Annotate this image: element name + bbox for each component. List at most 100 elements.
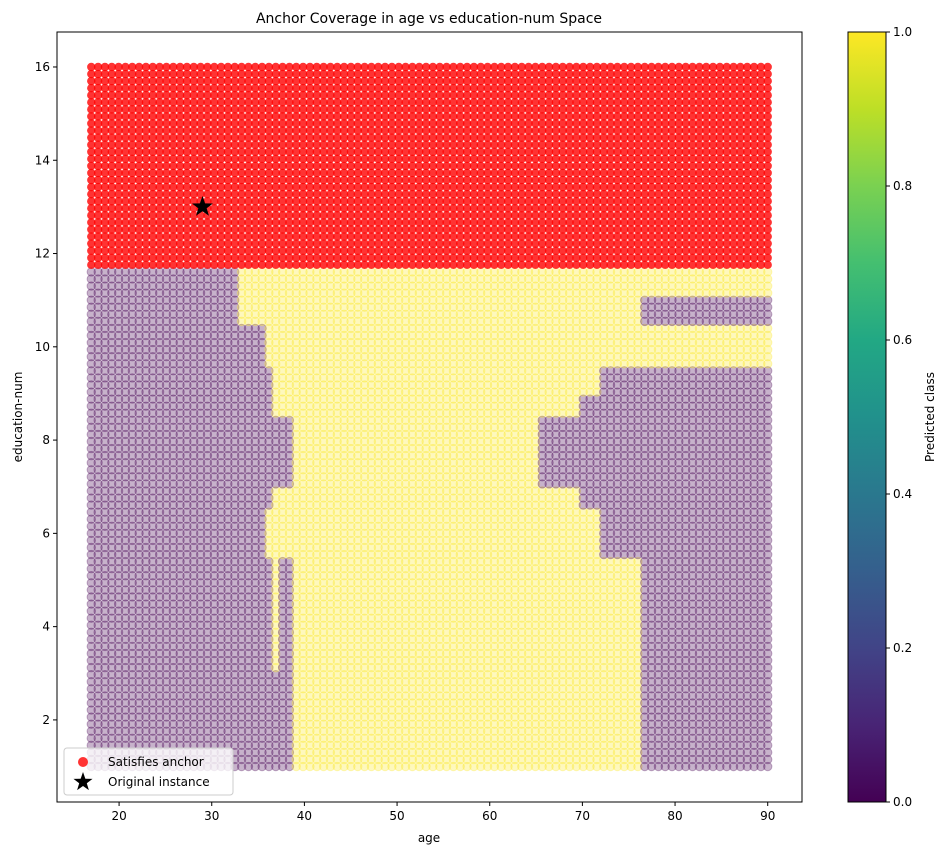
point-class-0	[86, 684, 96, 694]
point-class-0	[86, 295, 96, 305]
point-class-0	[93, 387, 103, 397]
point-class-0	[107, 387, 117, 397]
point-class-0	[93, 648, 103, 659]
point-class-0	[107, 359, 117, 369]
point-class-0	[86, 571, 96, 581]
point-class-0	[100, 641, 110, 652]
point-class-0	[100, 578, 110, 588]
point-class-0	[113, 662, 124, 673]
point-class-0	[93, 415, 103, 426]
point-class-0	[100, 634, 110, 645]
point-class-0	[93, 514, 103, 524]
point-class-0	[93, 394, 103, 404]
point-class-0	[93, 592, 103, 602]
point-class-0	[86, 648, 96, 659]
point-class-0	[107, 669, 117, 680]
point-class-0	[86, 359, 96, 369]
point-class-0	[86, 535, 96, 546]
point-class-0	[86, 627, 96, 637]
point-class-0	[86, 450, 96, 461]
point-class-0	[100, 719, 110, 729]
point-class-0	[100, 705, 110, 715]
point-class-0	[100, 677, 110, 687]
point-class-0	[86, 429, 96, 440]
point-class-0	[93, 549, 103, 560]
point-class-0	[107, 733, 117, 743]
point-class-0	[93, 563, 103, 574]
point-class-0	[113, 648, 124, 659]
point-class-0	[107, 592, 117, 602]
point-class-0	[86, 712, 96, 722]
point-class-0	[107, 295, 117, 305]
point-class-0	[100, 712, 110, 722]
point-class-0	[93, 401, 103, 411]
point-class-0	[107, 302, 117, 312]
point-class-0	[86, 408, 96, 418]
point-class-0	[86, 415, 96, 426]
point-class-0	[113, 691, 124, 701]
point-class-0	[113, 677, 124, 687]
point-class-0	[107, 698, 117, 708]
point-class-0	[107, 309, 117, 320]
point-class-0	[107, 330, 117, 341]
point-class-0	[93, 627, 103, 637]
point-class-0	[93, 309, 103, 320]
point-class-0	[86, 691, 96, 701]
point-class-0	[107, 641, 117, 652]
point-class-0	[93, 691, 103, 701]
point-class-0	[107, 316, 117, 327]
point-class-0	[107, 443, 117, 454]
point-class-0	[113, 698, 124, 708]
point-class-0	[100, 309, 110, 320]
point-class-0	[100, 302, 110, 312]
point-class-0	[93, 274, 103, 284]
point-class-0	[113, 613, 124, 623]
point-class-0	[107, 691, 117, 701]
point-class-0	[93, 457, 103, 468]
point-class-0	[86, 507, 96, 517]
point-class-0	[93, 465, 103, 475]
point-class-0	[107, 726, 117, 736]
point-class-0	[86, 323, 96, 334]
point-class-0	[100, 521, 110, 531]
point-class-0	[93, 599, 103, 609]
point-class-0	[100, 571, 110, 581]
point-class-0	[86, 486, 96, 496]
point-class-0	[93, 606, 103, 616]
point-class-0	[107, 429, 117, 440]
point-class-0	[93, 698, 103, 708]
point-class-0	[113, 620, 124, 630]
point-class-0	[93, 613, 103, 623]
point-class-0	[93, 316, 103, 327]
point-class-0	[93, 634, 103, 645]
point-class-0	[107, 648, 117, 659]
point-class-0	[100, 620, 110, 630]
point-class-0	[100, 401, 110, 411]
point-class-0	[100, 479, 110, 489]
point-class-0	[107, 500, 117, 510]
point-class-0	[100, 352, 110, 362]
point-class-0	[86, 514, 96, 524]
point-class-0	[113, 684, 124, 694]
point-class-0	[93, 705, 103, 715]
point-class-0	[107, 578, 117, 588]
point-class-0	[107, 422, 117, 433]
point-class-0	[107, 507, 117, 517]
point-class-0	[100, 429, 110, 440]
point-class-0	[93, 436, 103, 447]
point-class-0	[100, 323, 110, 334]
point-class-0	[86, 521, 96, 531]
point-class-0	[86, 309, 96, 320]
point-class-0	[100, 535, 110, 546]
point-class-0	[100, 556, 110, 567]
point-class-0	[86, 401, 96, 411]
point-class-0	[93, 521, 103, 531]
point-class-0	[113, 712, 124, 722]
point-class-0	[86, 394, 96, 404]
point-class-0	[100, 373, 110, 383]
point-class-0	[86, 373, 96, 383]
point-class-0	[86, 316, 96, 327]
point-class-0	[107, 585, 117, 595]
point-class-0	[107, 394, 117, 404]
point-class-0	[100, 684, 110, 694]
